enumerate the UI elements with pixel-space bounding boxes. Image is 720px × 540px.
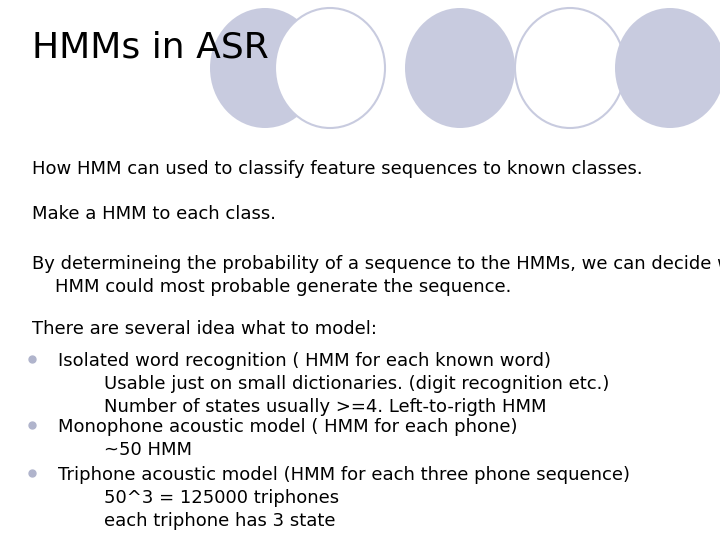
- Text: By determineing the probability of a sequence to the HMMs, we can decide which
 : By determineing the probability of a seq…: [32, 255, 720, 296]
- Ellipse shape: [275, 8, 385, 128]
- Text: Make a HMM to each class.: Make a HMM to each class.: [32, 205, 276, 223]
- Ellipse shape: [405, 8, 515, 128]
- Text: There are several idea what to model:: There are several idea what to model:: [32, 320, 377, 338]
- Text: Triphone acoustic model (HMM for each three phone sequence)
        50^3 = 12500: Triphone acoustic model (HMM for each th…: [58, 466, 630, 530]
- Ellipse shape: [615, 8, 720, 128]
- Ellipse shape: [515, 8, 625, 128]
- Text: Monophone acoustic model ( HMM for each phone)
        ~50 HMM: Monophone acoustic model ( HMM for each …: [58, 418, 518, 459]
- Text: Isolated word recognition ( HMM for each known word)
        Usable just on smal: Isolated word recognition ( HMM for each…: [58, 352, 609, 416]
- Text: How HMM can used to classify feature sequences to known classes.: How HMM can used to classify feature seq…: [32, 160, 643, 178]
- Ellipse shape: [210, 8, 320, 128]
- Text: HMMs in ASR: HMMs in ASR: [32, 30, 269, 64]
